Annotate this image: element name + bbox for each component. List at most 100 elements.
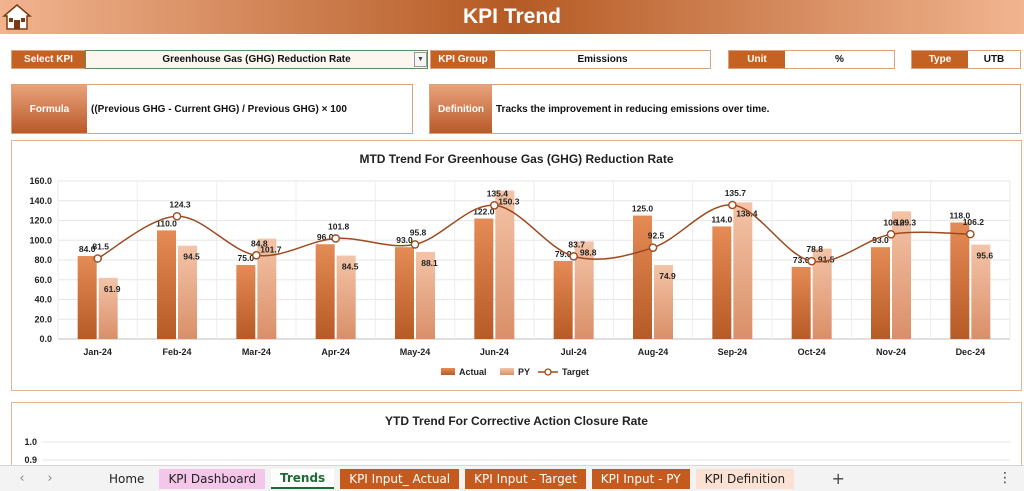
x-tick-label: Sep-24 xyxy=(718,347,748,357)
target-point xyxy=(966,229,975,239)
chevron-down-icon: ▼ xyxy=(417,56,424,63)
y-tick-label: 20.0 xyxy=(34,314,52,324)
actual-data-label: 75.0 xyxy=(238,253,255,263)
sheet-tab-kpi-input-target[interactable]: KPI Input - Target xyxy=(465,468,586,489)
y-tick-label: 160.0 xyxy=(29,176,52,186)
sheet-tab-kpi-dashboard[interactable]: KPI Dashboard xyxy=(159,468,265,489)
actual-bar xyxy=(950,222,970,339)
kpi-select-value: Greenhouse Gas (GHG) Reduction Rate xyxy=(162,54,351,65)
actual-data-label: 125.0 xyxy=(632,204,654,214)
py-data-label: 129.3 xyxy=(895,217,917,227)
target-point xyxy=(728,200,737,210)
mtd-chart-title: MTD Trend For Greenhouse Gas (GHG) Reduc… xyxy=(359,152,674,166)
ytd-chart[interactable]: YTD Trend For Corrective Action Closure … xyxy=(11,402,1022,472)
target-data-label: 84.8 xyxy=(251,238,268,248)
formula-label: Formula xyxy=(12,85,87,133)
definition-value: Tracks the improvement in reducing emiss… xyxy=(496,103,770,115)
py-data-label: 94.5 xyxy=(183,252,200,262)
actual-bar xyxy=(77,256,97,339)
target-point xyxy=(807,256,816,266)
ytd-y-tick-label: 1.0 xyxy=(24,437,37,447)
target-data-label: 106.0 xyxy=(883,217,905,227)
unit-label: Unit xyxy=(729,51,785,68)
actual-data-label: 79.0 xyxy=(555,249,572,259)
select-kpi-label: Select KPI xyxy=(12,51,85,68)
sheet-tab-bar: ‹ › Home KPI Dashboard Trends KPI Input_ Ac… xyxy=(0,465,1024,491)
py-bar xyxy=(495,190,515,339)
prev-sheet-icon[interactable]: ‹ xyxy=(19,471,25,486)
py-data-label: 84.5 xyxy=(342,262,359,272)
py-data-label: 88.1 xyxy=(421,258,438,268)
x-tick-label: Jan-24 xyxy=(83,347,112,357)
definition-box: Definition Tracks the improvement in red… xyxy=(429,84,1021,134)
dropdown-arrow-button[interactable]: ▼ xyxy=(414,52,427,67)
legend-py-label: PY xyxy=(518,367,530,377)
target-point xyxy=(331,234,340,243)
actual-data-label: 114.0 xyxy=(711,214,732,224)
target-data-label: 81.5 xyxy=(92,242,109,252)
target-data-label: 135.7 xyxy=(725,188,747,198)
target-point xyxy=(252,250,261,260)
actual-data-label: 122.0 xyxy=(473,207,495,217)
page-title: KPI Trend xyxy=(462,5,562,28)
x-tick-label: Mar-24 xyxy=(242,347,271,357)
target-point xyxy=(172,211,182,221)
actual-bar xyxy=(157,230,176,339)
actual-bar xyxy=(712,226,732,339)
actual-bar xyxy=(633,215,652,339)
sheet-tab-list: Home KPI Dashboard Trends KPI Input_ Actual… xyxy=(100,468,800,489)
actual-data-label: 93.0 xyxy=(396,235,413,245)
target-data-label: 78.8 xyxy=(806,244,823,254)
legend-target-label: Target xyxy=(562,367,589,377)
y-tick-label: 40.0 xyxy=(34,295,52,305)
target-data-label: 83.7 xyxy=(568,239,585,249)
kpi-group-value: Emissions xyxy=(577,54,628,65)
target-data-label: 95.8 xyxy=(410,227,427,237)
sheet-tab-trends[interactable]: Trends xyxy=(271,468,335,489)
py-data-label: 138.4 xyxy=(736,208,758,218)
py-bar xyxy=(892,211,911,339)
actual-bar xyxy=(553,260,573,339)
home-icon[interactable] xyxy=(2,2,32,32)
sheet-tab-kpi-input-py[interactable]: KPI Input - PY xyxy=(591,468,690,489)
x-tick-label: Aug-24 xyxy=(638,347,669,357)
kpi-select-dropdown[interactable]: Greenhouse Gas (GHG) Reduction Rate xyxy=(85,50,428,69)
target-point xyxy=(410,240,420,249)
py-data-label: 101.7 xyxy=(260,245,282,255)
legend-py-swatch xyxy=(500,368,514,375)
sheet-tab-home[interactable]: Home xyxy=(109,471,145,486)
type-label: Type xyxy=(912,51,968,68)
actual-data-label: 118.0 xyxy=(949,210,970,220)
add-sheet-icon[interactable]: + xyxy=(831,469,845,488)
y-tick-label: 120.0 xyxy=(29,216,52,226)
actual-data-label: 93.0 xyxy=(872,235,889,245)
x-tick-label: Oct-24 xyxy=(798,347,826,357)
legend-actual-swatch xyxy=(441,368,455,375)
mtd-chart[interactable]: MTD Trend For Greenhouse Gas (GHG) Reduc… xyxy=(11,140,1022,391)
target-point xyxy=(886,230,896,239)
py-data-label: 150.3 xyxy=(498,197,520,207)
legend-target-marker xyxy=(544,368,552,376)
x-tick-label: Nov-24 xyxy=(876,347,906,357)
more-options-icon[interactable]: ⋮ xyxy=(998,470,1012,486)
next-sheet-icon[interactable]: › xyxy=(47,471,53,486)
actual-data-label: 73.0 xyxy=(793,255,810,265)
actual-bar xyxy=(315,244,335,339)
actual-bar xyxy=(236,264,256,339)
actual-data-label: 96.0 xyxy=(317,232,334,242)
actual-bar xyxy=(395,247,414,339)
py-bar xyxy=(98,277,118,339)
py-data-label: 74.9 xyxy=(659,271,676,281)
target-data-label: 124.3 xyxy=(169,199,191,209)
py-bar xyxy=(733,202,753,339)
sheet-tab-kpi-definition[interactable]: KPI Definition xyxy=(695,468,795,489)
type-field: Type UTB xyxy=(911,50,1021,69)
py-data-label: 95.6 xyxy=(977,251,994,261)
actual-bar xyxy=(474,218,494,339)
sheet-tab-kpi-input-actual[interactable]: KPI Input_ Actual xyxy=(340,468,460,489)
py-bar xyxy=(257,238,277,339)
py-bar xyxy=(971,244,991,339)
x-tick-label: May-24 xyxy=(400,347,431,357)
py-bar xyxy=(178,245,197,339)
